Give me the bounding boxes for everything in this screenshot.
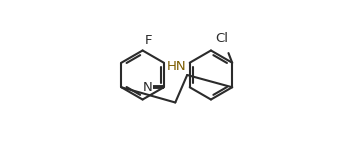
Text: HN: HN bbox=[167, 60, 187, 73]
Text: F: F bbox=[144, 34, 152, 47]
Text: Cl: Cl bbox=[216, 32, 228, 45]
Text: N: N bbox=[142, 81, 152, 94]
